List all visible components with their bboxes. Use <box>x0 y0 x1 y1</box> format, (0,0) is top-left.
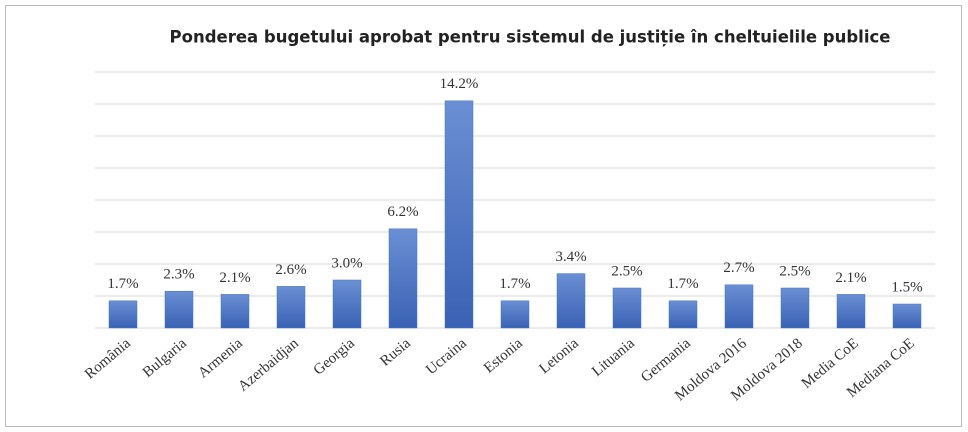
bar <box>108 300 138 329</box>
data-label: 2.7% <box>723 260 754 276</box>
bar <box>332 279 362 329</box>
bar <box>164 290 194 329</box>
bar <box>780 287 810 329</box>
chart-title: Ponderea bugetului aprobat pentru sistem… <box>170 28 891 47</box>
data-label: 2.5% <box>611 263 642 279</box>
bar <box>892 303 922 329</box>
data-label: 2.1% <box>219 270 250 286</box>
bar <box>220 294 250 329</box>
bar <box>556 273 586 329</box>
data-label: 1.7% <box>667 276 698 292</box>
bar <box>388 228 418 329</box>
data-label: 2.1% <box>835 270 866 286</box>
data-label: 2.3% <box>163 267 194 283</box>
data-label: 1.5% <box>891 279 922 295</box>
bar <box>276 286 306 329</box>
bar <box>444 100 474 329</box>
bar <box>668 300 698 329</box>
bar <box>500 300 530 329</box>
data-label: 6.2% <box>387 204 418 220</box>
chart-frame <box>5 5 962 427</box>
data-label: 3.4% <box>555 249 586 265</box>
data-label: 3.0% <box>331 255 362 271</box>
data-label: 1.7% <box>107 276 138 292</box>
data-label: 2.5% <box>779 263 810 279</box>
bar <box>612 287 642 329</box>
bar <box>836 294 866 329</box>
data-label: 2.6% <box>275 262 306 278</box>
data-label: 14.2% <box>440 76 479 92</box>
bar <box>724 284 754 329</box>
data-label: 1.7% <box>499 276 530 292</box>
